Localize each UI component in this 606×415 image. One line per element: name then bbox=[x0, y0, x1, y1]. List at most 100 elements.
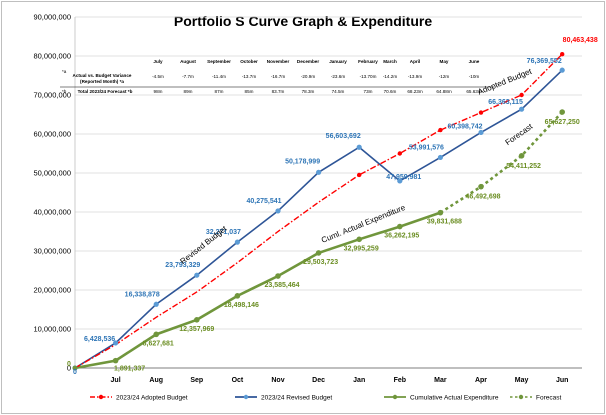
data-label-revised-budget: 32,271,037 bbox=[206, 229, 241, 236]
marker-revised-budget bbox=[478, 129, 484, 136]
x-tick-label: Jun bbox=[556, 377, 568, 384]
table-cell: -7.7m bbox=[182, 74, 194, 79]
table-row-label: Actual vs. Budget Variance bbox=[73, 73, 132, 78]
legend-label: 2023/24 Adopted Budget bbox=[116, 394, 188, 401]
table-cell: 78.3m bbox=[302, 89, 315, 94]
marker-cumulative-actual bbox=[518, 152, 525, 159]
legend-marker bbox=[518, 394, 524, 400]
marker-revised-budget bbox=[153, 301, 159, 307]
table-cell: -13.9m bbox=[408, 74, 422, 79]
marker-cumulative-actual bbox=[275, 273, 281, 279]
data-label-cumulative-actual: 8,627,681 bbox=[143, 340, 174, 347]
x-tick-label: Oct bbox=[232, 377, 244, 384]
table-cell: 85m bbox=[245, 89, 254, 94]
series-line-forecast bbox=[439, 111, 564, 214]
y-tick-label: 50,000,000 bbox=[33, 169, 71, 178]
legend-label: 2023/24 Revised Budget bbox=[261, 394, 332, 401]
data-label-revised-budget: 53,991,576 bbox=[409, 144, 444, 151]
data-label-revised-budget: 47,959,981 bbox=[386, 174, 421, 181]
marker-adopted-budget bbox=[397, 151, 402, 156]
table-cell: -14.2m bbox=[383, 74, 397, 79]
data-label-revised-budget: 76,369,552 bbox=[527, 58, 562, 65]
x-axis: Jul Aug Sep Oct Nov Dec Jan Feb Mar Apr May Jun bbox=[111, 377, 569, 384]
data-label-revised-budget: 0 bbox=[73, 369, 77, 376]
table-cell: -13.7m bbox=[242, 74, 256, 79]
x-tick-label: Mar bbox=[434, 377, 447, 384]
table-month-header: May bbox=[440, 59, 449, 64]
data-label-cumulative-actual: 65,627,250 bbox=[545, 119, 580, 126]
data-label-cumulative-actual: 29,503,723 bbox=[303, 259, 338, 266]
marker-cumulative-actual bbox=[437, 209, 444, 216]
marker-revised-budget bbox=[234, 239, 240, 245]
x-tick-label: Feb bbox=[394, 377, 406, 384]
data-label-revised-budget: 40,275,541 bbox=[246, 198, 281, 205]
legend-marker bbox=[98, 394, 104, 400]
marker-cumulative-actual bbox=[356, 236, 363, 243]
marker-cumulative-actual bbox=[315, 250, 322, 256]
table-cell: 68.23m bbox=[407, 89, 422, 94]
table-month-header: June bbox=[469, 59, 480, 64]
data-label-revised-budget: 6,428,536 bbox=[84, 336, 115, 343]
data-label-revised-budget: 66,363,115 bbox=[488, 99, 523, 106]
data-label-cumulative-actual: 32,995,259 bbox=[344, 245, 379, 252]
table-cell: 87m bbox=[215, 89, 224, 94]
table-cell: 64.88m bbox=[436, 89, 451, 94]
x-tick-label: Jul bbox=[111, 377, 121, 384]
legend-marker bbox=[243, 394, 249, 400]
data-label-cumulative-actual: 12,357,969 bbox=[179, 326, 214, 333]
x-tick-label: Dec bbox=[312, 377, 325, 384]
table-month-header: January bbox=[329, 59, 347, 64]
marker-cumulative-actual bbox=[234, 293, 241, 299]
table-cell: -12m bbox=[439, 74, 450, 79]
table-cell: 74.5m bbox=[332, 89, 345, 94]
table-row-marker: *a bbox=[62, 69, 67, 74]
table-month-header: April bbox=[410, 59, 420, 64]
data-labels: 0 6,428,536 16,338,878 23,793,329 32,271,037… bbox=[67, 37, 598, 376]
table-row-sublabel: (Reported Month) *a bbox=[80, 79, 124, 84]
data-label-cumulative-actual: 36,262,195 bbox=[384, 233, 419, 240]
table-cell: -20.9m bbox=[301, 74, 315, 79]
table-cell: -4.5m bbox=[152, 74, 164, 79]
table-cell: -13.70m bbox=[360, 74, 377, 79]
marker-revised-budget bbox=[275, 208, 281, 214]
y-tick-label: 10,000,000 bbox=[33, 325, 71, 334]
data-label-revised-budget: 16,338,878 bbox=[125, 291, 160, 298]
y-tick-label: 60,000,000 bbox=[33, 130, 71, 139]
data-label-revised-budget: 60,398,742 bbox=[447, 123, 482, 130]
x-tick-label: May bbox=[515, 377, 529, 384]
legend-label: Forecast bbox=[536, 394, 561, 401]
marker-cumulative-actual bbox=[112, 357, 119, 364]
marker-cumulative-actual bbox=[72, 365, 78, 371]
x-tick-label: Jan bbox=[353, 377, 365, 384]
marker-revised-budget bbox=[437, 154, 443, 161]
y-tick-label: 70,000,000 bbox=[33, 91, 71, 100]
marker-revised-budget bbox=[113, 340, 119, 346]
table-month-header: March bbox=[383, 59, 397, 64]
table-month-header: December bbox=[297, 59, 319, 64]
gridlines bbox=[74, 16, 582, 369]
marker-revised-budget bbox=[397, 178, 403, 184]
table-cell: 65.63m bbox=[466, 89, 481, 94]
y-tick-label: 80,000,000 bbox=[33, 52, 71, 61]
marker-cumulative-actual bbox=[194, 317, 200, 323]
table-cell: -16.7m bbox=[271, 74, 285, 79]
marker-cumulative-actual bbox=[153, 331, 159, 338]
table-month-header: July bbox=[153, 59, 163, 64]
y-tick-label: 20,000,000 bbox=[33, 286, 71, 295]
legend-marker bbox=[392, 394, 398, 400]
data-label-revised-budget: 23,793,329 bbox=[165, 262, 200, 269]
marker-revised-budget bbox=[559, 67, 565, 73]
y-tick-label: 0 bbox=[67, 364, 71, 373]
marker-revised-budget bbox=[316, 169, 322, 175]
y-tick-label: 90,000,000 bbox=[33, 13, 71, 22]
table-row-label: Total 2023/24 Forecast *b bbox=[78, 89, 133, 94]
marker-adopted-budget bbox=[560, 51, 565, 57]
data-label-adopted-budget: 80,463,438 bbox=[563, 37, 598, 44]
annotation-revised-budget: Revised Budget bbox=[178, 224, 229, 266]
x-tick-label: Sep bbox=[190, 377, 203, 384]
marker-cumulative-actual bbox=[478, 183, 484, 190]
table-cell: 89m bbox=[184, 89, 193, 94]
data-label-cumulative-actual: 23,585,464 bbox=[264, 282, 299, 289]
